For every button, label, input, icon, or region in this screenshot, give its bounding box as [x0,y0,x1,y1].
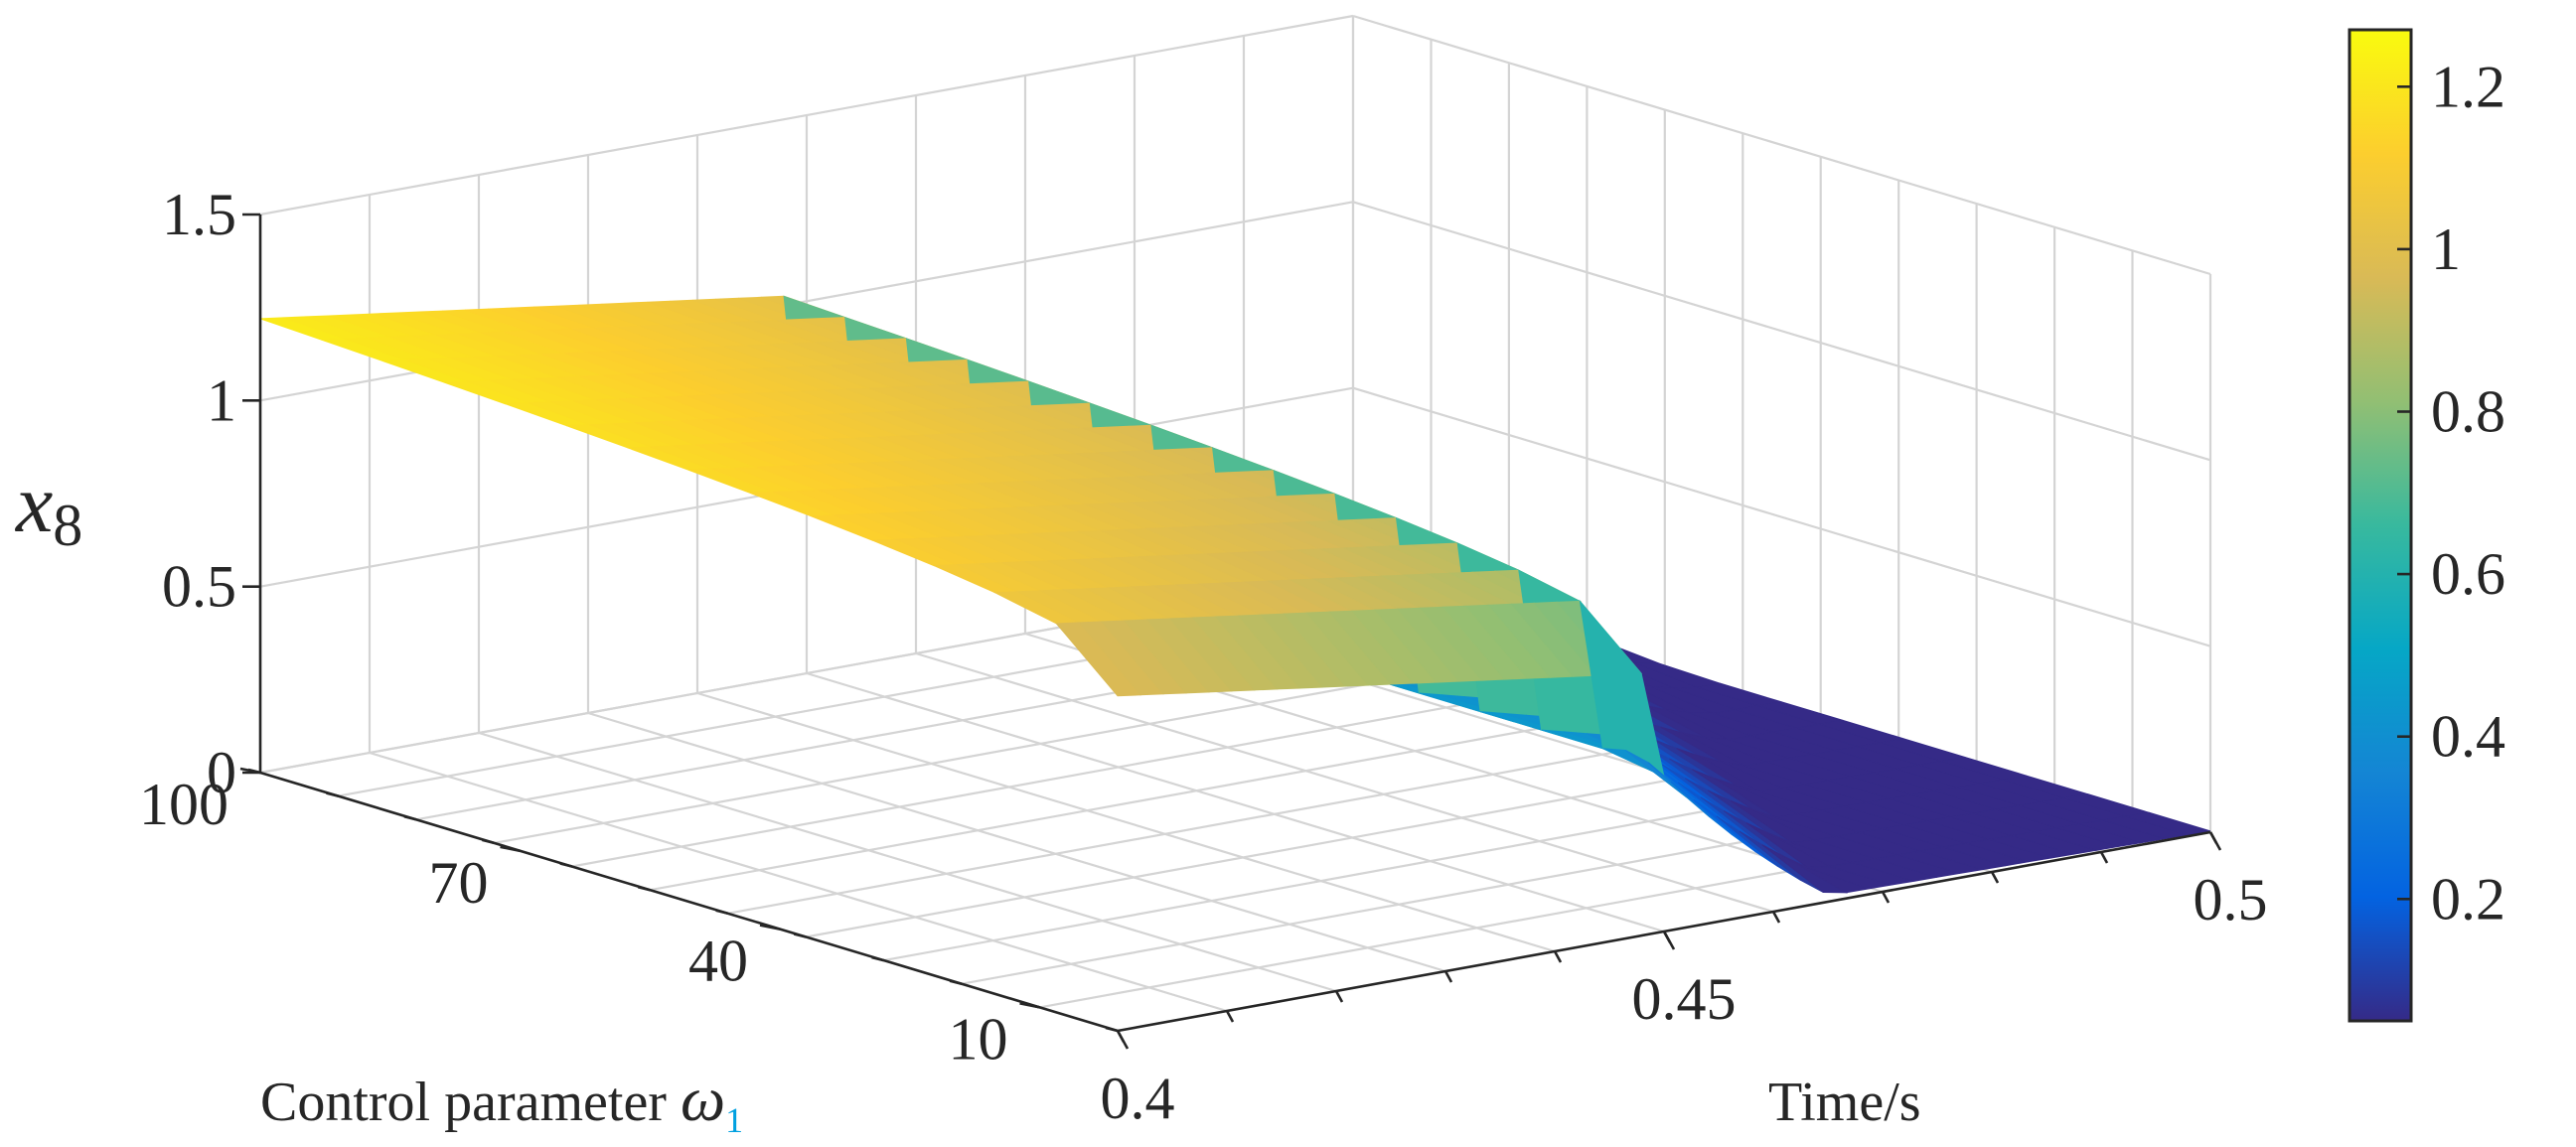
colorbar-fill [2349,30,2411,1021]
colorbar-tick-label: 1 [2431,216,2461,282]
y-tick-label: 40 [688,929,748,994]
z-tick-label: 0 [207,740,236,805]
surface-plot [259,295,2211,894]
side-wall-gridline [1352,386,2211,647]
y-minor-tick [247,768,261,775]
colorbar-tick-label: 1.2 [2431,54,2505,119]
x-minor-tick [1443,970,1453,983]
floor-gridline [369,751,1228,1013]
x-tick-label: 0.45 [1632,966,1737,1032]
y-tick-mark [500,845,521,853]
y-minor-tick [559,862,573,868]
side-wall-gridline [1352,14,2211,276]
y-minor-tick [1105,1026,1119,1033]
colorbar-tick-label: 0.2 [2431,866,2505,932]
y-minor-tick [715,909,729,916]
x-minor-tick [1334,990,1344,1003]
z-axis-label: x8 [14,458,82,558]
floor-gridline [587,711,1446,973]
x-tick-label: 0.4 [1101,1066,1175,1131]
y-tick-label: 70 [429,850,489,916]
y-axis-label-text: Control parameter [260,1072,667,1133]
y-axis-label-subscript: 1 [725,1100,743,1140]
colorbar-frame [2348,28,2413,1023]
x-minor-tick [2099,851,2109,864]
y-axis-line [259,771,1119,1033]
y-minor-tick [793,932,807,938]
y-minor-tick [326,791,339,797]
floor-gridline [915,651,1774,914]
x-minor-tick [1225,1010,1235,1023]
x-axis-label: Time/s [1768,1072,1921,1133]
y-tick-label: 100 [139,772,228,837]
y-minor-tick [949,979,963,985]
x-minor-tick [1990,871,2000,884]
x-minor-tick [2208,831,2218,844]
colorbar-tick-label: 0.4 [2431,704,2505,770]
z-tick-label: 1 [207,367,236,433]
z-tick-label: 1.5 [162,182,236,247]
y-minor-tick [482,838,495,845]
floor-gridline [806,671,1665,933]
side-wall-gridline [1352,201,2211,462]
y-minor-tick [403,815,417,821]
y-axis-label: Control parameter ω1 [260,1064,743,1140]
z-axis-label-subscript: 8 [53,493,82,558]
colorbar-tick-label: 0.6 [2431,541,2505,607]
y-minor-tick [637,885,651,892]
tick-labels: 0 0.5 1 1.5 0.4 0.45 0.5 10 40 70 100 [139,182,2268,1131]
y-axis-label-symbol: ω [681,1064,725,1134]
colorbar: 0.2 0.4 0.6 0.8 1 1.2 [2348,28,2505,1023]
x-minor-tick [1771,911,1781,924]
x-minor-tick [1881,891,1891,904]
x-minor-tick [1662,931,1672,943]
x-minor-tick [1116,1030,1126,1043]
x-tick-label: 0.5 [2194,867,2268,932]
y-minor-tick [1027,1003,1040,1009]
axes-lines [239,213,2222,1050]
y-minor-tick [871,955,884,962]
y-tick-label: 10 [949,1006,1008,1072]
z-axis-label-symbol: x [14,458,53,550]
z-tick-label: 0.5 [162,554,236,620]
colorbar-tick-label: 0.8 [2431,379,2505,445]
floor-gridline [696,691,1556,953]
floor-gridline [478,731,1337,993]
colorbar-ticks: 0.2 0.4 0.6 0.8 1 1.2 [2397,54,2505,932]
y-tick-mark [759,924,781,931]
x-minor-tick [1553,950,1563,963]
back-wall-gridline [259,14,1354,216]
